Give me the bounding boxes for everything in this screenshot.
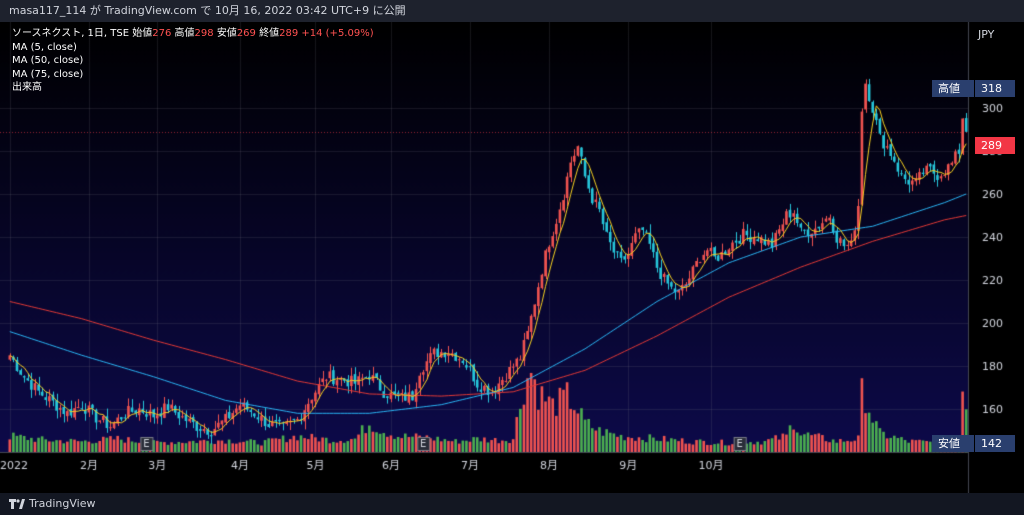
- close-label: 終値: [259, 28, 280, 39]
- chart-frame[interactable]: ソースネクスト, 1日, TSE 始値276 高値298 安値269 終値289…: [0, 22, 1024, 493]
- header-de: で: [200, 4, 212, 17]
- open-label: 始値: [132, 28, 153, 39]
- tradingview-brand[interactable]: TradingView: [29, 497, 96, 510]
- legend-volume[interactable]: 出来高: [12, 82, 42, 93]
- low-label: 安値: [216, 28, 237, 39]
- legend-ohlc-row: ソースネクスト, 1日, TSE 始値276 高値298 安値269 終値289…: [12, 27, 374, 41]
- last-price-tag: 289: [975, 137, 1015, 154]
- author-name[interactable]: masa117_114: [9, 4, 87, 17]
- legend-ma5[interactable]: MA (5, close): [12, 41, 77, 53]
- open-value: 276: [152, 28, 172, 39]
- legend-ma50[interactable]: MA (50, close): [12, 55, 84, 66]
- legend-ma75[interactable]: MA (75, close): [12, 68, 84, 80]
- currency-label[interactable]: JPY: [978, 28, 995, 41]
- close-value: 289: [279, 28, 299, 39]
- site-name[interactable]: TradingView.com: [104, 4, 197, 17]
- low-tag-value: 142: [975, 435, 1015, 452]
- high-tag-label: 高値: [932, 80, 974, 97]
- high-label: 高値: [174, 28, 195, 39]
- change-value: +14 (+5.09%): [301, 28, 374, 39]
- high-value: 298: [194, 28, 214, 39]
- tradingview-logo-icon[interactable]: [9, 499, 25, 509]
- high-tag-value: 318: [975, 80, 1015, 97]
- publish-date: 10月 16, 2022 03:42 UTC+9: [214, 4, 370, 17]
- header-publish: に公開: [372, 4, 406, 17]
- publish-header: masa117_114 が TradingView.com で 10月 16, …: [0, 0, 1024, 22]
- price-chart[interactable]: [0, 22, 1024, 493]
- low-tag-label: 安値: [932, 435, 974, 452]
- low-value: 269: [236, 28, 256, 39]
- symbol-label[interactable]: ソースネクスト, 1日, TSE: [12, 28, 130, 39]
- chart-legend: ソースネクスト, 1日, TSE 始値276 高値298 安値269 終値289…: [12, 27, 374, 95]
- header-ga: が: [89, 4, 101, 17]
- footer-bar: TradingView: [0, 493, 1024, 515]
